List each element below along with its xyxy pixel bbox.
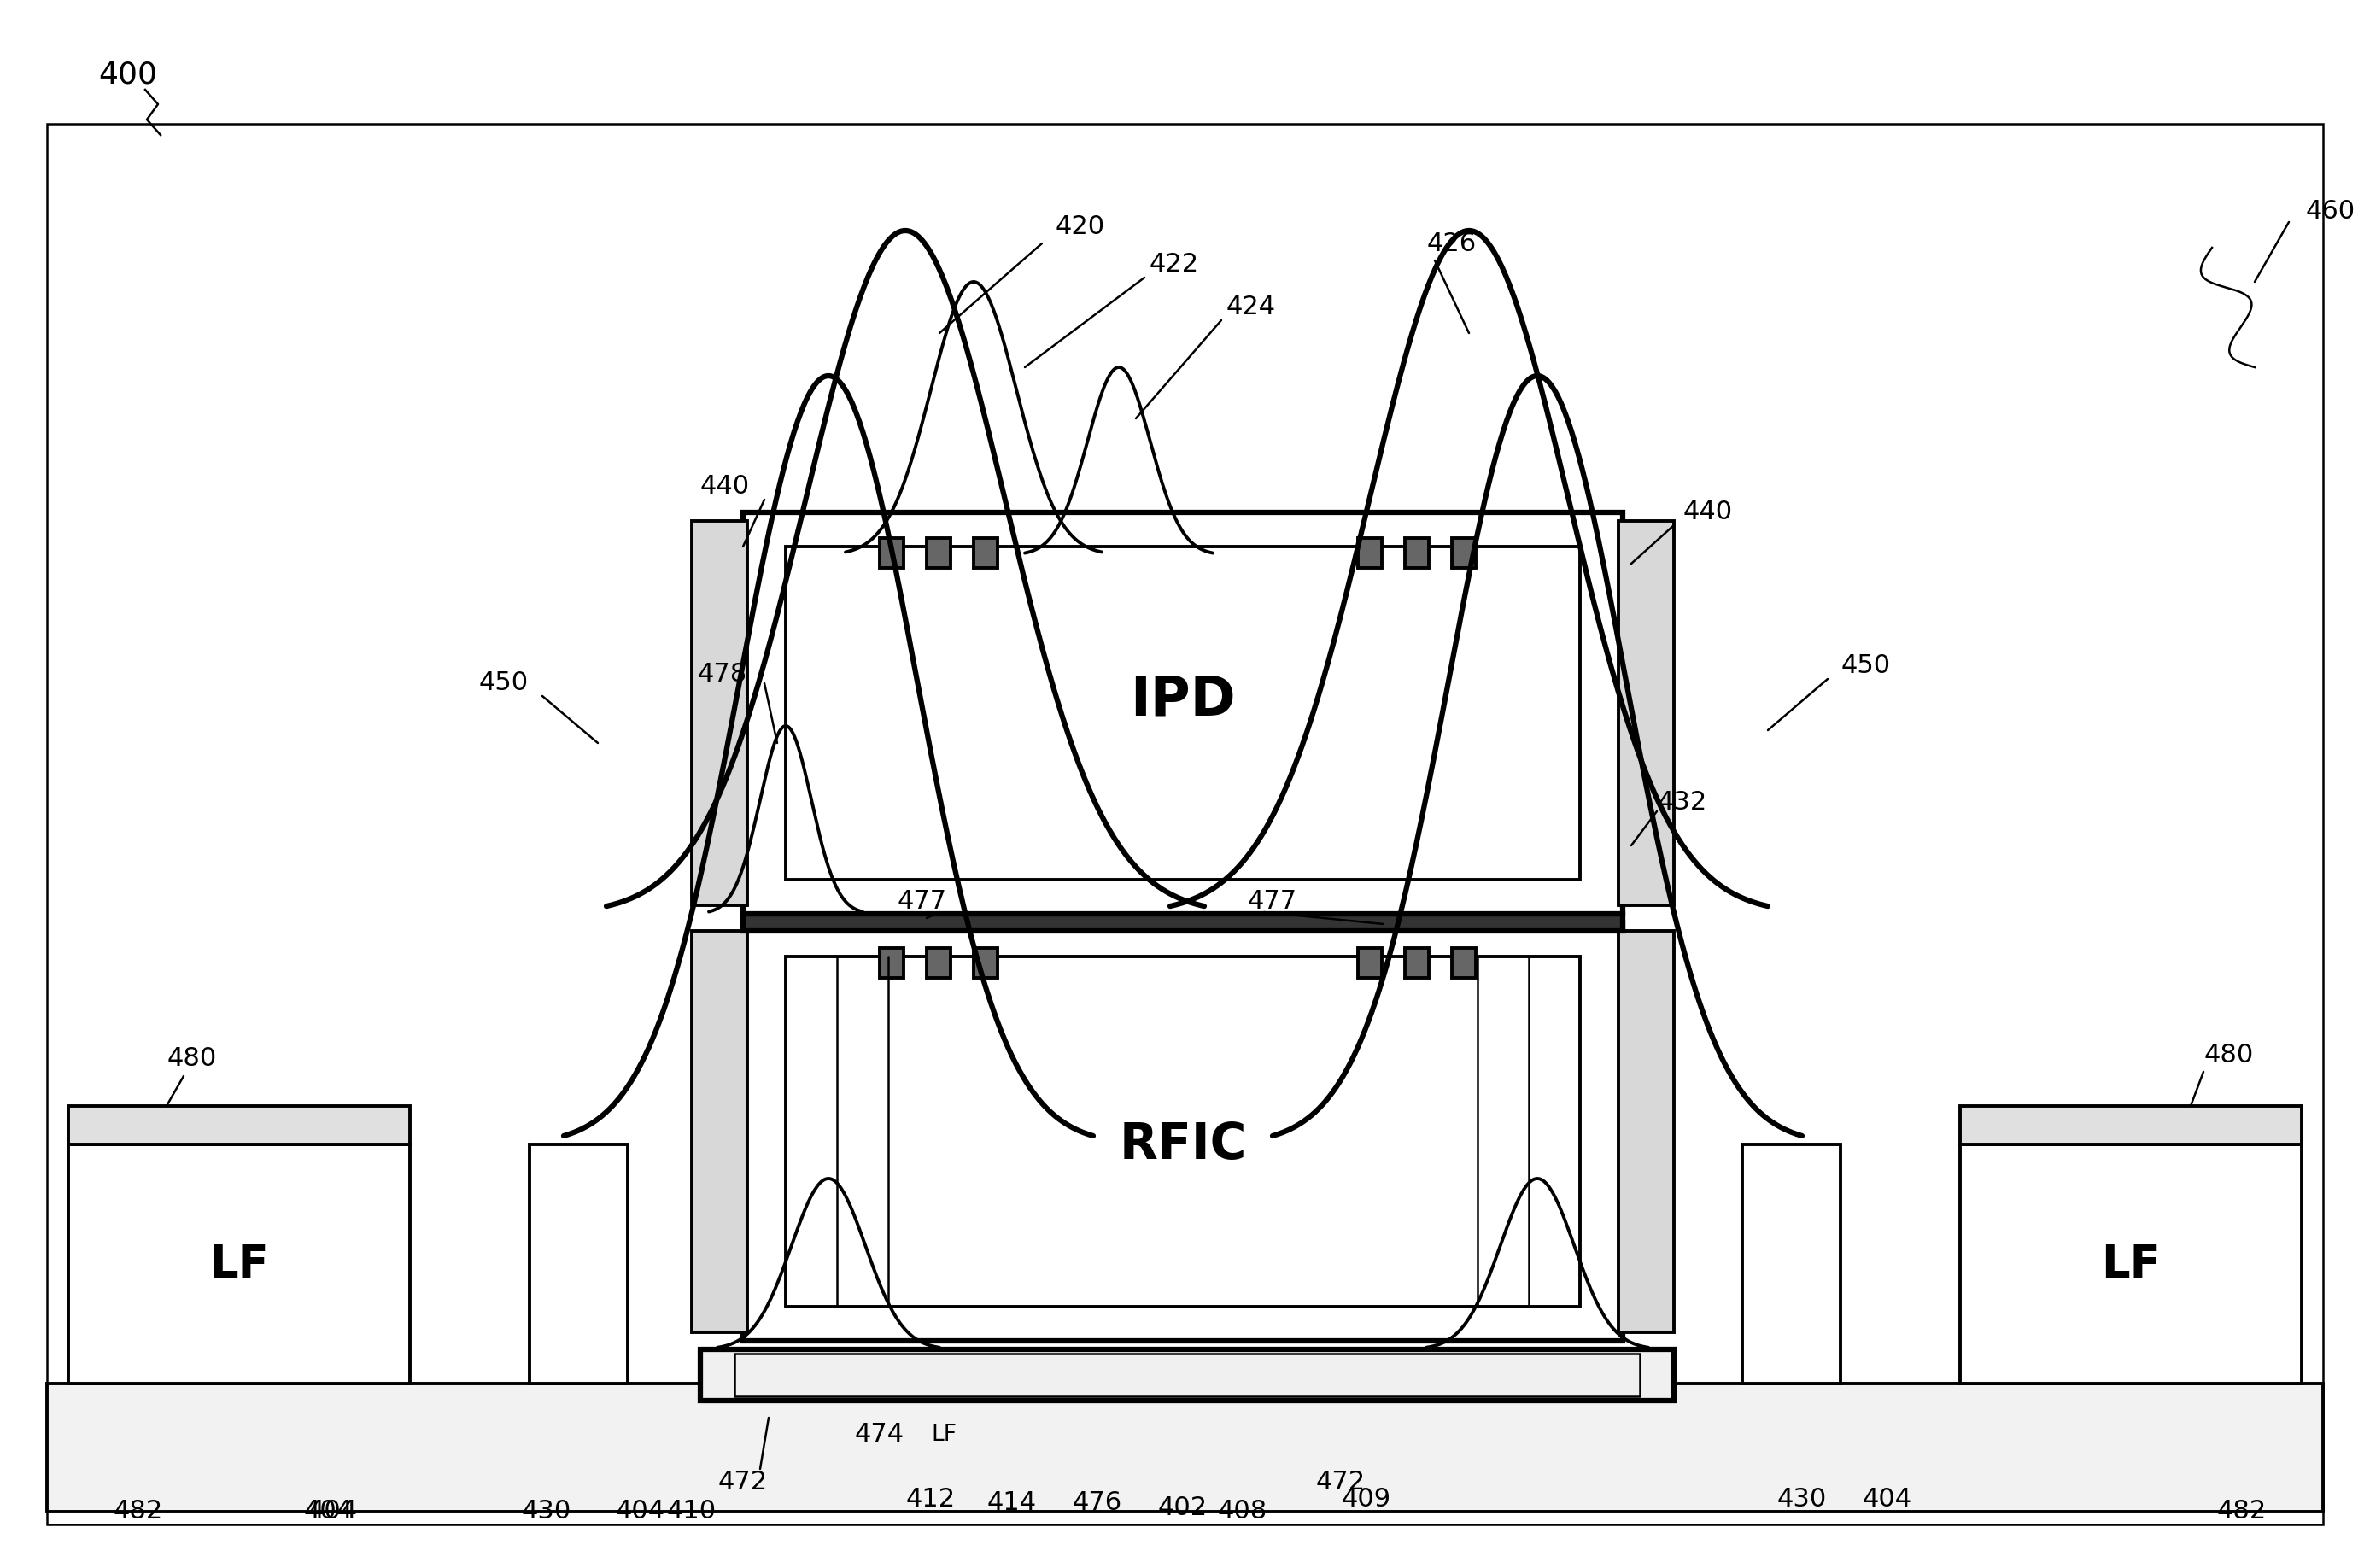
Text: 440: 440: [1683, 500, 1732, 525]
Bar: [1453, 538, 1477, 568]
Text: RFIC: RFIC: [1119, 1120, 1247, 1168]
Text: 414: 414: [988, 1491, 1036, 1516]
Text: 440: 440: [699, 475, 749, 499]
Bar: [879, 538, 903, 568]
Bar: [787, 956, 1581, 1306]
Bar: [699, 1350, 1673, 1400]
Bar: [744, 922, 1623, 1341]
Text: 424: 424: [1225, 295, 1275, 320]
Text: 404: 404: [303, 1499, 353, 1524]
Bar: [47, 124, 2323, 1524]
Bar: [1960, 1145, 2301, 1383]
Bar: [974, 949, 998, 978]
Bar: [744, 914, 1623, 931]
Text: 422: 422: [1149, 252, 1199, 278]
Bar: [692, 931, 747, 1333]
Text: 482: 482: [2216, 1499, 2266, 1524]
Text: 404: 404: [308, 1499, 358, 1524]
Text: 480: 480: [168, 1046, 218, 1071]
Text: 480: 480: [2204, 1043, 2254, 1068]
Bar: [692, 521, 747, 905]
Text: LF: LF: [209, 1242, 268, 1286]
Text: 474: 474: [856, 1422, 905, 1447]
Text: 404: 404: [1863, 1486, 1913, 1512]
Bar: [1619, 931, 1673, 1333]
Bar: [1358, 538, 1382, 568]
Bar: [47, 1383, 2323, 1512]
Bar: [529, 1145, 628, 1383]
Bar: [1960, 1105, 2301, 1145]
Text: 478: 478: [697, 662, 747, 687]
Text: 472: 472: [1315, 1469, 1365, 1494]
Text: IPD: IPD: [1130, 674, 1235, 728]
Bar: [69, 1145, 410, 1383]
Text: 412: 412: [905, 1486, 955, 1512]
Text: 404: 404: [616, 1499, 666, 1524]
Bar: [744, 513, 1623, 914]
Text: 408: 408: [1218, 1499, 1268, 1524]
Bar: [879, 949, 903, 978]
Bar: [1405, 538, 1429, 568]
Text: 430: 430: [521, 1499, 571, 1524]
Bar: [69, 1105, 410, 1145]
Text: 430: 430: [1778, 1486, 1827, 1512]
Bar: [1358, 949, 1382, 978]
Text: 409: 409: [1341, 1486, 1391, 1512]
Text: 482: 482: [114, 1499, 164, 1524]
Text: 460: 460: [2306, 199, 2356, 224]
Text: 426: 426: [1427, 230, 1477, 256]
Text: 400: 400: [97, 61, 156, 89]
Bar: [927, 538, 950, 568]
Text: 450: 450: [479, 671, 529, 696]
Text: 477: 477: [898, 889, 948, 914]
Bar: [974, 538, 998, 568]
Text: LF: LF: [931, 1424, 957, 1446]
Text: 477: 477: [1247, 889, 1296, 914]
Bar: [735, 1353, 1640, 1397]
Text: 420: 420: [1055, 213, 1104, 238]
Text: 410: 410: [666, 1499, 716, 1524]
Text: 432: 432: [1657, 790, 1706, 815]
Text: 472: 472: [718, 1469, 768, 1494]
Bar: [1453, 949, 1477, 978]
Text: 476: 476: [1074, 1491, 1123, 1516]
Bar: [1405, 949, 1429, 978]
Bar: [1619, 521, 1673, 905]
Bar: [927, 949, 950, 978]
Bar: [787, 547, 1581, 880]
Text: 402: 402: [1159, 1494, 1209, 1519]
Bar: [1742, 1145, 1841, 1383]
Text: 450: 450: [1841, 654, 1891, 679]
Text: LF: LF: [2102, 1242, 2161, 1286]
